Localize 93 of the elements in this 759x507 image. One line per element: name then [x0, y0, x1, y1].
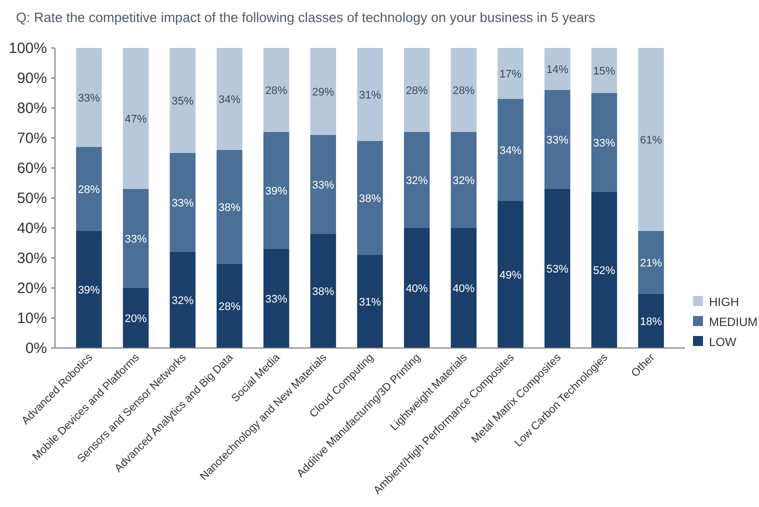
data-label: 33%: [546, 134, 569, 146]
data-label: 39%: [78, 284, 100, 296]
data-label: 32%: [406, 175, 428, 187]
bar: [310, 234, 336, 348]
bar: [404, 48, 430, 132]
bar: [591, 192, 618, 348]
data-label: 34%: [500, 145, 522, 157]
bar: [310, 135, 336, 234]
bar: [76, 147, 102, 231]
y-tick-label: 20%: [16, 280, 47, 297]
bar: [498, 201, 524, 348]
data-label: 53%: [546, 264, 569, 276]
bar: [170, 153, 196, 252]
data-label: 33%: [172, 198, 194, 210]
data-label: 38%: [218, 202, 241, 214]
data-label: 34%: [218, 94, 241, 106]
data-label: 61%: [640, 134, 662, 146]
bar: [216, 48, 242, 150]
bar: [122, 288, 149, 348]
y-tick-label: 90%: [16, 70, 47, 87]
data-label: 33%: [593, 138, 616, 150]
y-tick-label: 50%: [16, 190, 47, 207]
bar: [170, 252, 196, 348]
bar: [450, 228, 477, 348]
bar: [310, 48, 336, 135]
bar: [357, 255, 383, 348]
data-label: 31%: [358, 296, 382, 308]
bar: [450, 48, 477, 132]
bar: [216, 150, 242, 264]
data-label: 28%: [78, 184, 100, 196]
bar: [544, 90, 570, 189]
data-label: 35%: [172, 96, 194, 108]
bar: [638, 48, 664, 231]
data-label: 32%: [452, 175, 475, 187]
bar: [638, 231, 664, 294]
data-label: 29%: [312, 86, 334, 98]
data-label: 38%: [312, 286, 334, 298]
bar: [498, 48, 524, 99]
data-label: 31%: [358, 90, 382, 102]
chart-title: Q: Rate the competitive impact of the following classes of technology on your business in 5 years: [16, 10, 596, 25]
data-label: 21%: [640, 258, 662, 270]
legend-label: MEDIUM: [709, 315, 758, 329]
bar: [591, 93, 618, 192]
y-tick-label: 80%: [16, 100, 47, 117]
data-label: 14%: [546, 64, 569, 76]
data-label: 47%: [124, 114, 148, 126]
bar: [170, 48, 196, 153]
bar: [263, 48, 290, 132]
bar: [122, 189, 149, 288]
data-label: 40%: [452, 283, 475, 295]
bar: [544, 189, 570, 348]
data-label: 33%: [124, 234, 148, 246]
data-label: 49%: [500, 270, 522, 282]
data-label: 28%: [218, 301, 241, 313]
data-label: 32%: [172, 295, 194, 307]
bar: [357, 141, 383, 255]
bar: [76, 48, 102, 147]
data-label: 15%: [593, 66, 616, 78]
bar: [544, 48, 570, 90]
y-tick-label: 70%: [16, 130, 47, 147]
y-tick-label: 60%: [16, 160, 47, 177]
bar: [638, 294, 664, 348]
bar: [591, 48, 618, 93]
legend-label: LOW: [709, 335, 738, 349]
data-label: 52%: [593, 265, 616, 277]
bar: [216, 264, 242, 348]
bar: [404, 228, 430, 348]
data-label: 28%: [406, 85, 428, 97]
data-label: 40%: [406, 283, 428, 295]
y-tick-label: 100%: [8, 40, 47, 57]
data-label: 18%: [640, 316, 662, 328]
bar: [450, 132, 477, 228]
bar: [498, 99, 524, 201]
y-tick-label: 10%: [16, 310, 47, 327]
bar: [122, 48, 149, 189]
data-label: 20%: [124, 313, 148, 325]
bar: [263, 249, 290, 348]
legend-label: HIGH: [709, 295, 739, 309]
data-label: 33%: [312, 180, 334, 192]
y-tick-label: 30%: [16, 250, 47, 267]
data-label: 39%: [265, 186, 288, 198]
data-label: 33%: [78, 92, 100, 104]
data-label: 28%: [452, 85, 475, 97]
bar: [404, 132, 430, 228]
data-label: 33%: [265, 294, 288, 306]
y-tick-label: 0%: [25, 340, 47, 357]
y-tick-label: 40%: [16, 220, 47, 237]
data-label: 38%: [358, 193, 382, 205]
data-label: 28%: [265, 85, 288, 97]
bar: [263, 132, 290, 249]
bar: [76, 231, 102, 348]
data-label: 17%: [500, 68, 522, 80]
bar: [357, 48, 383, 141]
